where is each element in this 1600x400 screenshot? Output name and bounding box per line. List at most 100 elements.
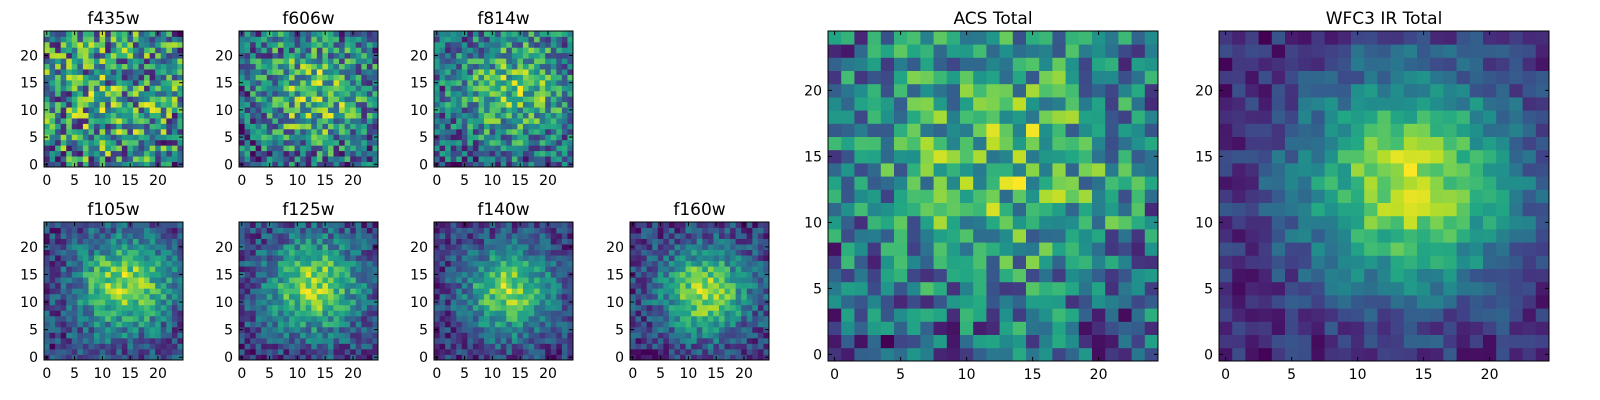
heatmap-cell (350, 63, 357, 70)
heatmap-cell (450, 79, 457, 86)
heatmap-cell (99, 299, 106, 306)
heatmap-cell (82, 96, 89, 103)
heatmap-cell (439, 52, 446, 59)
heatmap-cell (500, 271, 507, 278)
heatmap-cell (517, 74, 524, 81)
heatmap-cell (646, 271, 653, 278)
heatmap-cell (305, 343, 312, 350)
heatmap-cell (71, 260, 78, 267)
heatmap-cell (138, 101, 145, 108)
heatmap-cell (261, 112, 268, 119)
heatmap-cell (456, 266, 463, 273)
heatmap-cell (277, 249, 284, 256)
heatmap-cell (138, 277, 145, 284)
heatmap-cell (550, 90, 557, 97)
heatmap-cell (467, 293, 474, 300)
heatmap-cell (472, 139, 479, 146)
heatmap-cell (511, 123, 518, 130)
heatmap-cell (177, 36, 184, 43)
heatmap-cell (66, 101, 73, 108)
heatmap-cell (707, 321, 714, 328)
heatmap-cell (567, 36, 574, 43)
heatmap-cell (116, 74, 123, 81)
heatmap-cell (920, 295, 934, 309)
heatmap-cell (261, 354, 268, 361)
heatmap-cell (283, 31, 290, 37)
heatmap-cell (707, 354, 714, 361)
heatmap-cell (467, 304, 474, 311)
heatmap-cell (244, 326, 251, 333)
heatmap-cell (105, 90, 112, 97)
heatmap-cell (685, 315, 692, 322)
heatmap-cell (511, 145, 518, 152)
heatmap-cell (144, 36, 151, 43)
heatmap-cell (1078, 308, 1093, 322)
heatmap-cell (907, 202, 921, 217)
heatmap-cell (1092, 295, 1106, 309)
heatmap-cell (707, 233, 714, 239)
heatmap-cell (166, 123, 173, 130)
heatmap-cell (244, 255, 251, 262)
heatmap-cell (294, 150, 301, 157)
heatmap-cell (1131, 295, 1146, 309)
heatmap-cell (1039, 268, 1053, 283)
heatmap-cell (567, 233, 574, 239)
heatmap-cell (138, 293, 145, 300)
heatmap-cell (239, 150, 245, 157)
heatmap-cell (300, 244, 307, 250)
heatmap-cell (144, 326, 151, 333)
heatmap-cell (500, 315, 507, 322)
heatmap-cell (495, 107, 502, 113)
heatmap-cell (55, 354, 62, 361)
heatmap-cell (713, 343, 720, 350)
heatmap-cell (66, 145, 73, 152)
heatmap-cell (713, 277, 720, 284)
heatmap-cell (110, 337, 117, 344)
heatmap-cell (757, 282, 764, 289)
heatmap-cell (567, 96, 574, 103)
heatmap-cell (450, 343, 457, 350)
heatmap-cell (239, 118, 245, 124)
heatmap-cell (283, 107, 290, 113)
heatmap-cell (239, 101, 245, 108)
heatmap-cell (854, 321, 868, 335)
heatmap-cell (561, 332, 568, 339)
heatmap-cell (746, 288, 753, 295)
heatmap-cell (522, 348, 529, 355)
heatmap-cell (289, 293, 295, 300)
heatmap-cell (500, 238, 507, 245)
heatmap-cell (322, 299, 329, 306)
heatmap-cell (567, 321, 574, 328)
heatmap-cell (567, 343, 574, 350)
heatmap-cell (539, 63, 546, 70)
heatmap-cell (735, 310, 742, 317)
heatmap-cell (434, 227, 440, 234)
heatmap-cell (495, 128, 502, 135)
heatmap-cell (361, 271, 368, 278)
heatmap-cell (261, 310, 268, 317)
heatmap-cell (121, 41, 128, 48)
heatmap-cell (94, 233, 100, 239)
heatmap-cell (71, 244, 78, 250)
heatmap-cell (155, 47, 162, 54)
heatmap-cell (635, 227, 642, 234)
heatmap-cell (94, 260, 100, 267)
heatmap-cell (294, 47, 301, 54)
heatmap-cell (60, 238, 67, 245)
heatmap-cell (718, 304, 725, 311)
heatmap-cell (177, 304, 184, 311)
heatmap-cell (561, 337, 568, 344)
heatmap-cell (277, 337, 284, 344)
heatmap-cell (361, 156, 368, 162)
heatmap-cell (461, 36, 468, 43)
heatmap-cell (685, 348, 692, 355)
heatmap-cell (166, 31, 173, 37)
heatmap-cell (127, 52, 134, 59)
heatmap-cell (1092, 268, 1106, 283)
heatmap-cell (166, 293, 173, 300)
heatmap-cell (707, 326, 714, 333)
heatmap-cell (461, 41, 468, 48)
heatmap-cell (478, 354, 485, 361)
heatmap-cell (255, 69, 262, 75)
